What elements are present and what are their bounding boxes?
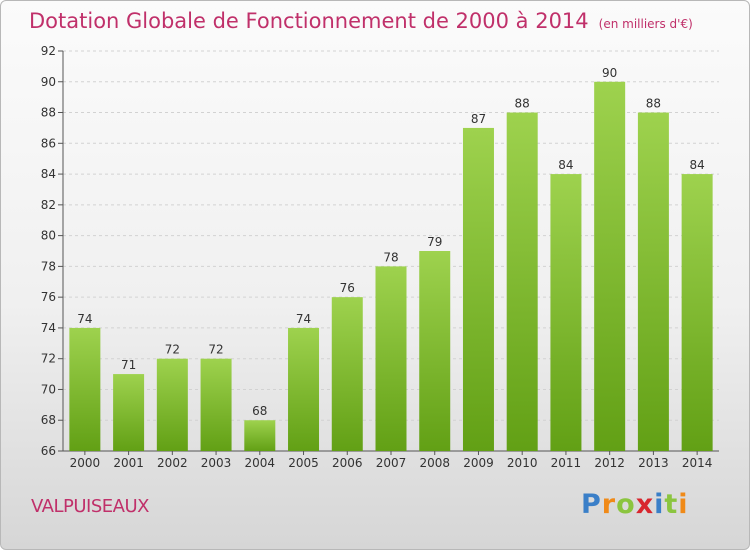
bar: [288, 327, 320, 451]
bar: [113, 374, 145, 451]
data-label: 84: [689, 158, 704, 172]
bar: [244, 420, 276, 451]
data-label: 90: [602, 66, 617, 80]
bars: [69, 81, 713, 452]
data-label: 87: [471, 112, 486, 126]
bar: [550, 174, 582, 452]
proxiti-logo: Proxiti: [581, 489, 689, 520]
x-tick-label: 2013: [638, 456, 669, 470]
data-label: 72: [208, 343, 223, 357]
logo-letter: t: [664, 489, 679, 520]
x-tick-label: 2001: [113, 456, 144, 470]
x-tick-label: 2010: [507, 456, 538, 470]
x-tick-label: 2009: [463, 456, 494, 470]
chart-subtitle: (en milliers d'€): [598, 17, 693, 31]
commune-name: VALPUISEAUX: [31, 496, 149, 517]
y-tick-label: 82: [41, 198, 56, 212]
y-tick-label: 74: [41, 321, 56, 335]
bar: [594, 81, 626, 452]
data-labels: 74 71 72 72 68 74 76 78 79 87 88 84 90 88 84: [77, 66, 705, 418]
x-tick-label: 2000: [70, 456, 101, 470]
y-tick-label: 84: [41, 167, 56, 181]
x-tick-label: 2008: [419, 456, 450, 470]
data-label: 79: [427, 235, 442, 249]
x-tick-label: 2014: [682, 456, 713, 470]
y-tick-label: 72: [41, 352, 56, 366]
data-label: 84: [558, 158, 573, 172]
x-tick-label: 2012: [594, 456, 625, 470]
y-tick-label: 80: [41, 229, 56, 243]
data-label: 71: [121, 358, 136, 372]
data-label: 74: [296, 312, 311, 326]
data-label: 78: [383, 250, 398, 264]
x-tick-label: 2007: [376, 456, 407, 470]
data-label: 88: [515, 97, 530, 111]
y-tick-label: 68: [41, 413, 56, 427]
y-tick-label: 92: [41, 44, 56, 58]
bar: [69, 327, 101, 451]
logo-letter: o: [616, 489, 636, 520]
y-tick-label: 76: [41, 290, 56, 304]
logo-letter: i: [654, 489, 665, 520]
data-label: 68: [252, 404, 267, 418]
x-tick-label: 2003: [201, 456, 232, 470]
logo-letter: P: [581, 489, 602, 520]
bar: [637, 112, 669, 452]
x-tick-label: 2004: [245, 456, 276, 470]
chart-title: Dotation Globale de Fonctionnement de 20…: [29, 9, 693, 33]
data-label: 72: [165, 343, 180, 357]
bar: [419, 251, 451, 451]
bar: [462, 127, 494, 451]
bar: [200, 358, 232, 451]
logo-letter: i: [678, 489, 689, 520]
y-tick-label: 90: [41, 75, 56, 89]
chart-title-text: Dotation Globale de Fonctionnement de 20…: [29, 9, 589, 33]
logo-letter: r: [601, 489, 617, 520]
x-tick-label: 2005: [288, 456, 319, 470]
logo-letter: x: [635, 489, 655, 520]
y-tick-label: 66: [41, 444, 56, 458]
y-tick-label: 88: [41, 106, 56, 120]
bar: [506, 112, 538, 452]
data-label: 74: [77, 312, 92, 326]
bar: [375, 266, 407, 451]
y-tick-label: 78: [41, 259, 56, 273]
data-label: 76: [340, 281, 355, 295]
x-tick-label: 2011: [551, 456, 582, 470]
bar: [331, 297, 363, 451]
bar: [156, 358, 188, 451]
data-label: 88: [646, 97, 661, 111]
y-tick-label: 86: [41, 136, 56, 150]
bar: [681, 174, 713, 452]
x-tick-label: 2002: [157, 456, 188, 470]
y-tick-label: 70: [41, 382, 56, 396]
axes: 66 68 70 72 74 76 78 80 82 84 86 88 90 92 2000 2001 2002…: [41, 44, 719, 470]
x-tick-label: 2006: [332, 456, 363, 470]
